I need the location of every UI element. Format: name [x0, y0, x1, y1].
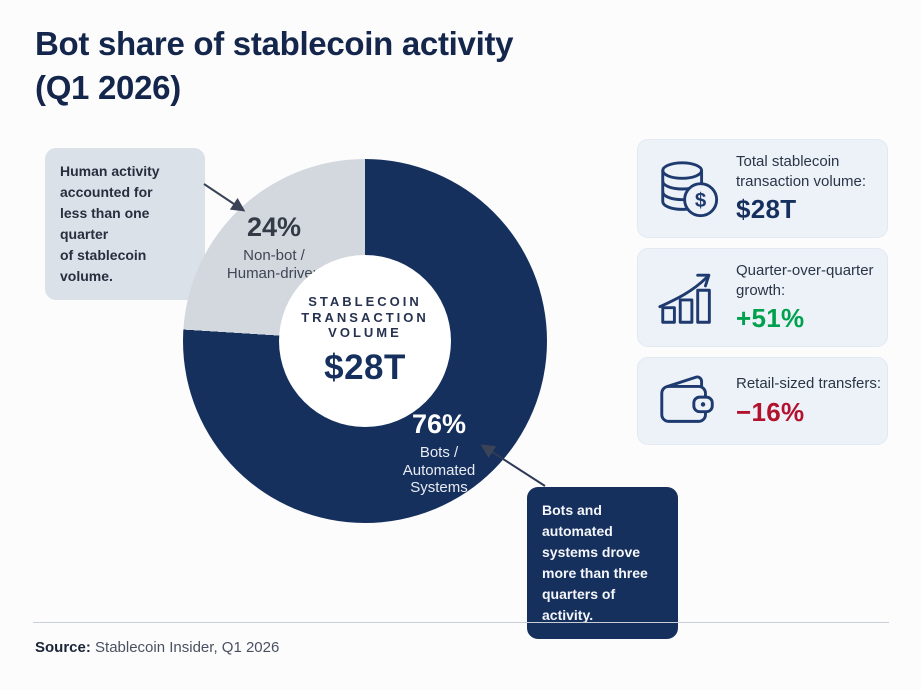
segment-label-nonbot: 24% Non-bot / Human-driven [199, 211, 349, 282]
stat-card-growth: Quarter-over-quarter growth: +51% [637, 248, 888, 347]
segment-sublabel-nonbot: Non-bot / Human-driven [226, 246, 322, 282]
growth-bars-arrow-icon [658, 273, 711, 324]
donut-center: STABLECOIN TRANSACTION VOLUME $28T [279, 255, 451, 427]
stat-value-retail: −16% [736, 396, 805, 427]
left-callout-arrow [203, 183, 246, 212]
coin-stack-dollar-icon: $ [661, 160, 719, 217]
segment-pct-bots: 76% [411, 408, 467, 439]
svg-text:$: $ [695, 189, 707, 211]
wallet-icon [660, 375, 714, 423]
stat-card-volume: $ Total stablecoin transaction volume: $… [637, 139, 888, 238]
stat-label-retail: Retail-sized transfers: [736, 375, 882, 393]
stat-value-volume: $28T [736, 194, 797, 225]
segment-label-bots: 76% Bots / Automated Systems [364, 408, 514, 497]
donut-center-value: $28T [324, 348, 406, 388]
human-activity-callout: Human activity accounted for less than o… [45, 148, 205, 300]
stat-text-volume: Total stablecoin transaction volume: $28… [736, 152, 866, 226]
segment-sublabel-bots: Bots / Automated Systems [402, 443, 476, 497]
page-title: Bot share of stablecoin activity (Q1 202… [35, 25, 514, 106]
stat-card-retail: Retail-sized transfers: −16% [637, 357, 888, 445]
stat-value-growth: +51% [736, 303, 805, 334]
stat-text-retail: Retail-sized transfers: −16% [736, 374, 881, 428]
stat-label-volume: Total stablecoin transaction volume: [736, 152, 867, 190]
stat-label-growth: Quarter-over-quarter growth: [736, 261, 874, 299]
footer-divider [33, 622, 889, 623]
donut-center-kicker: STABLECOIN TRANSACTION VOLUME [301, 293, 429, 341]
source-line: Source: Stablecoin Insider, Q1 2026 [35, 639, 279, 656]
segment-pct-nonbot: 24% [246, 211, 302, 242]
source-label: Source: [35, 639, 91, 656]
donut-chart: 24% Non-bot / Human-driven 76% Bots / Au… [183, 159, 547, 523]
stat-text-growth: Quarter-over-quarter growth: +51% [736, 261, 874, 335]
bots-callout: Bots and automated systems drove more th… [527, 487, 678, 639]
source-text: Stablecoin Insider, Q1 2026 [90, 639, 280, 656]
